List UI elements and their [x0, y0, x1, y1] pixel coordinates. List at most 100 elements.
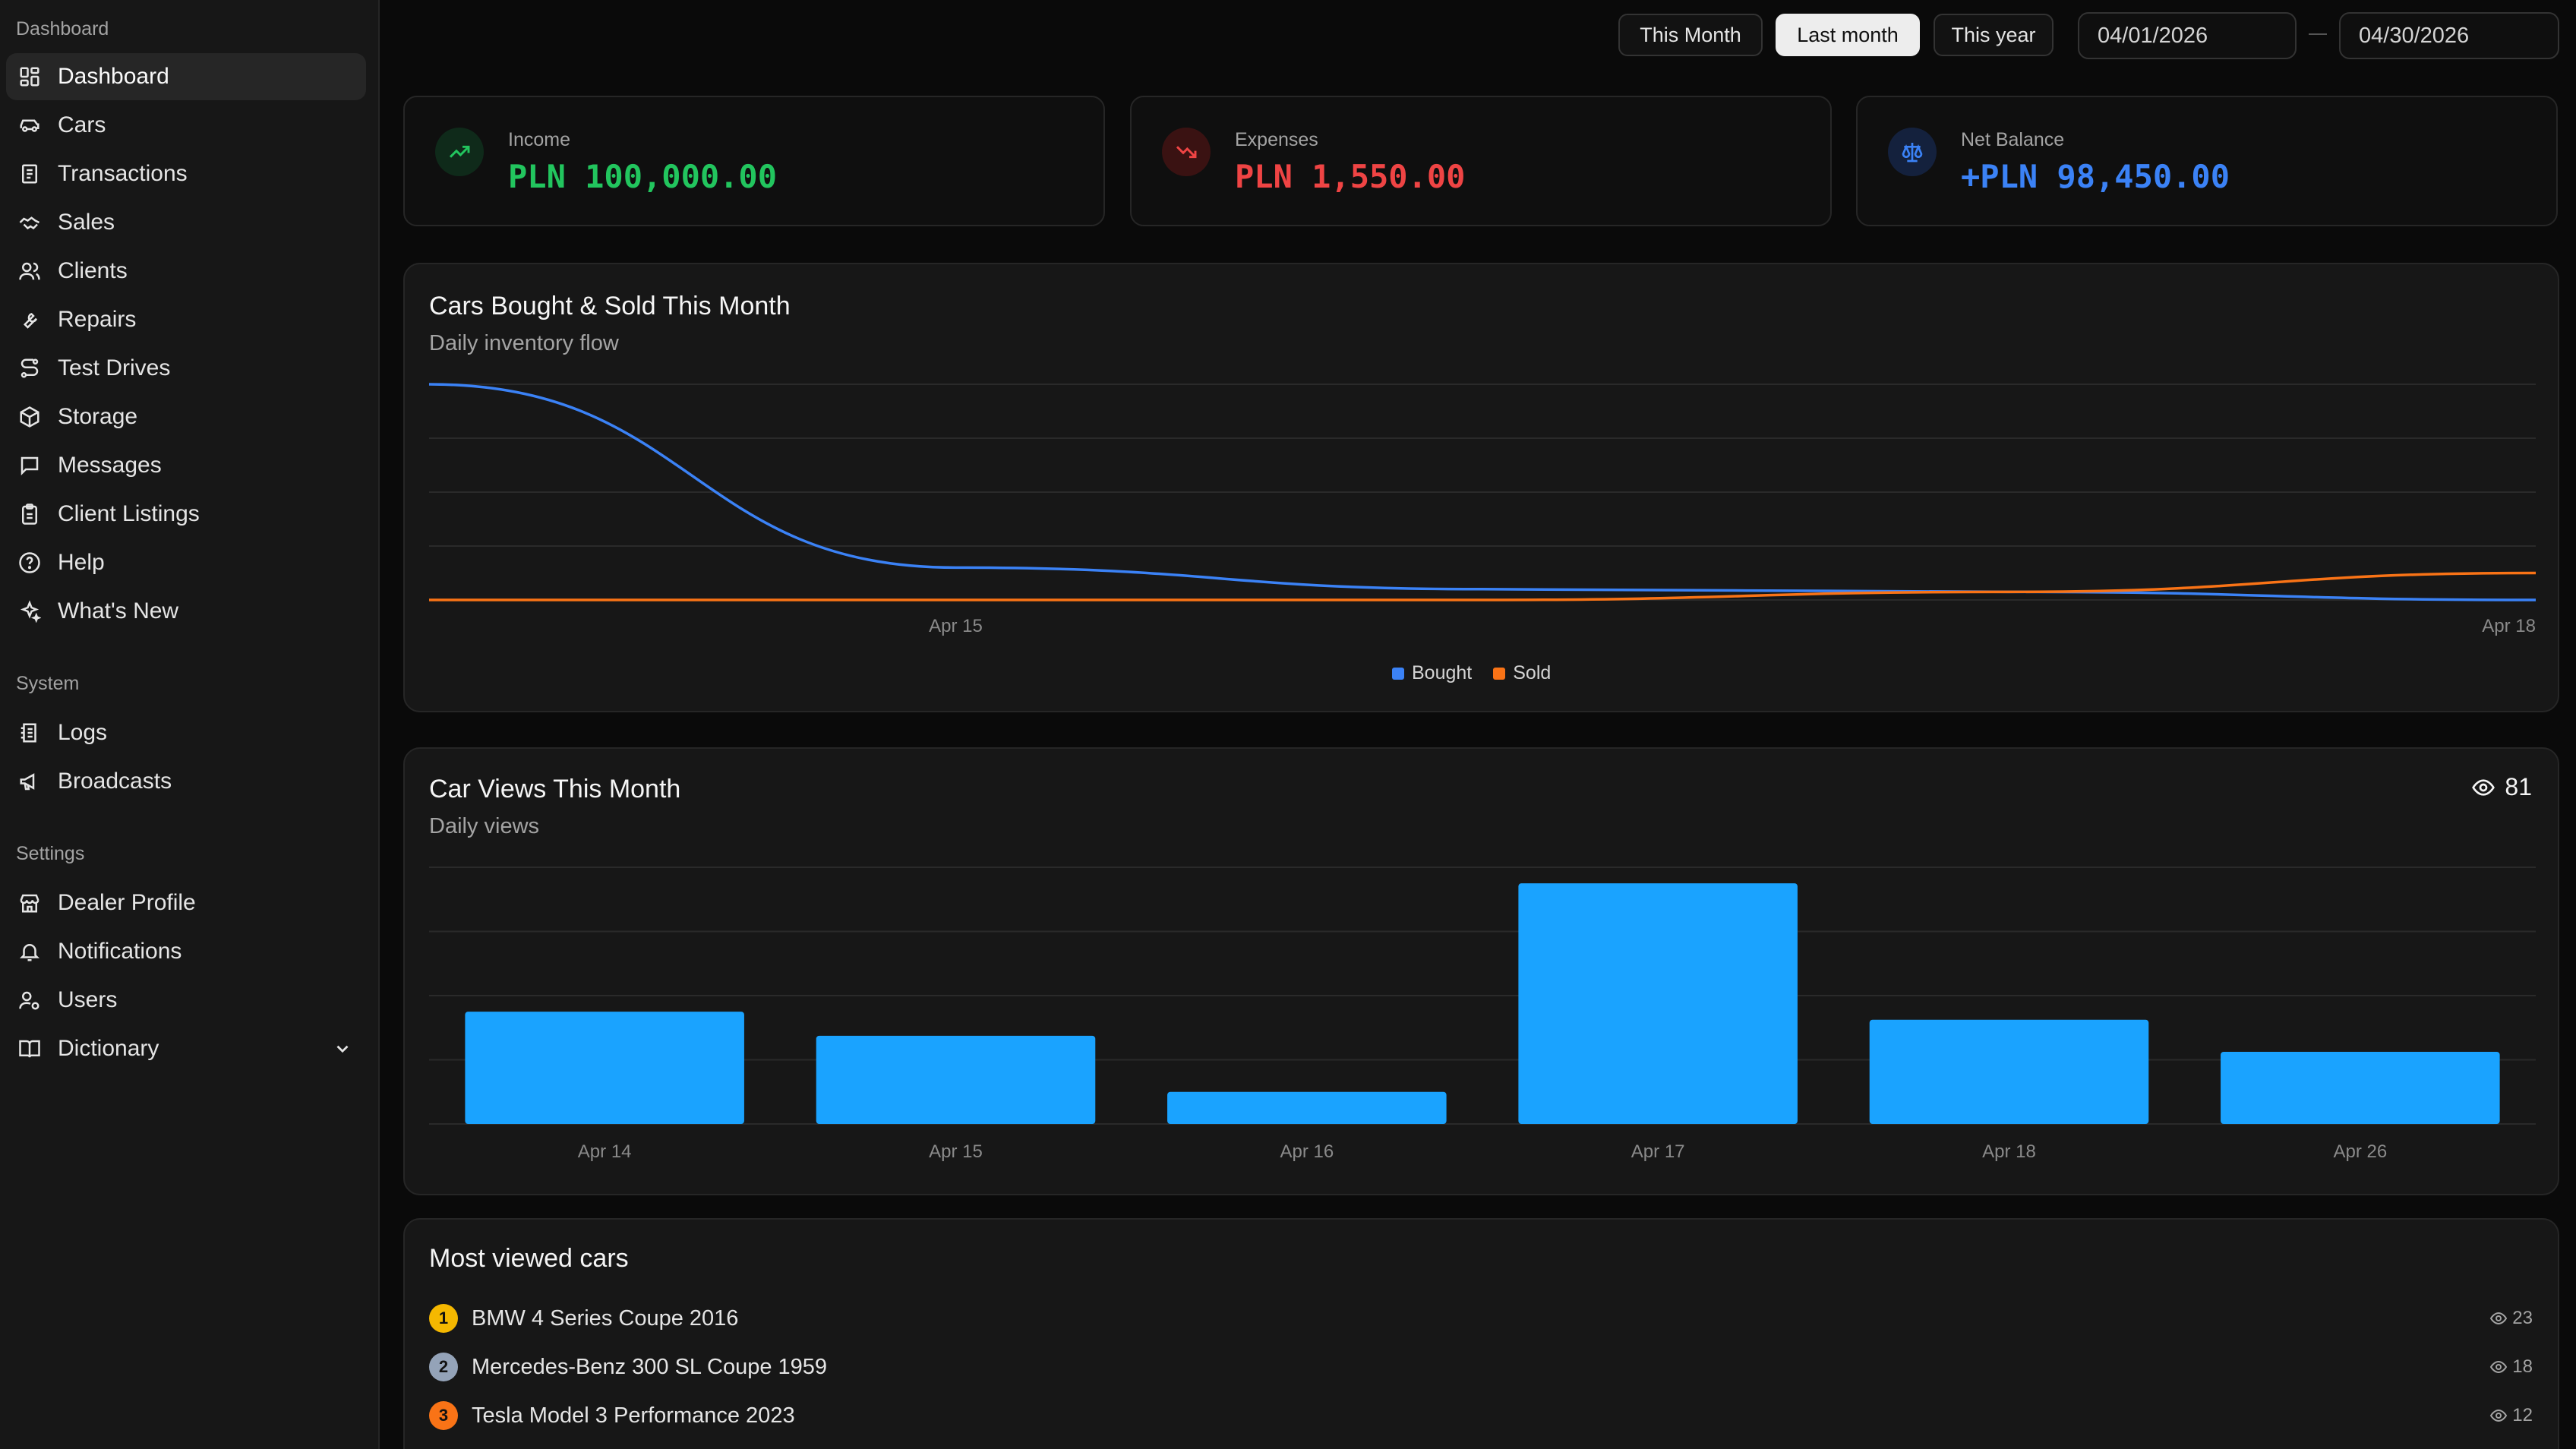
sidebar-item-label: Broadcasts: [58, 769, 172, 794]
book-icon: [19, 1040, 40, 1058]
car-views: 18: [2489, 1356, 2533, 1378]
car-views-subtitle: Daily views: [429, 814, 540, 838]
sidebar-item-notifications[interactable]: Notifications: [6, 928, 366, 975]
wrench-icon: [23, 313, 37, 329]
package-icon: [20, 406, 39, 428]
legend-swatch-sold: [1493, 667, 1506, 680]
legend-swatch-bought: [1392, 667, 1404, 680]
car-name: Tesla Model 3 Performance 2023: [472, 1403, 795, 1428]
grid-icon: [20, 67, 39, 87]
inventory-flow-panel: Cars Bought & Sold This Month Daily inve…: [403, 263, 2559, 712]
inventory-flow-subtitle: Daily inventory flow: [429, 331, 619, 355]
sidebar-item-help[interactable]: Help: [6, 539, 366, 586]
sidebar-item-label: Transactions: [58, 161, 188, 186]
car-views-count: 12: [2512, 1405, 2533, 1425]
car-views: 12: [2489, 1405, 2533, 1426]
sidebar-section-system: System: [16, 673, 80, 694]
help-circle-icon: [19, 552, 40, 573]
rank-badge: 1: [429, 1304, 458, 1333]
range-this-month-button[interactable]: This Month: [1618, 14, 1763, 56]
sidebar-item-label: Dealer Profile: [58, 890, 196, 915]
sidebar-item-dashboard[interactable]: Dashboard: [6, 53, 366, 100]
most-viewed-title: Most viewed cars: [429, 1244, 629, 1273]
sidebar-item-label: Dictionary: [58, 1036, 159, 1061]
sidebar-item-label: Client Listings: [58, 501, 200, 526]
car-views-title: Car Views This Month: [429, 775, 681, 803]
x-tick-label: Apr 18: [1982, 1141, 2036, 1162]
sidebar-item-sales[interactable]: Sales: [6, 199, 366, 246]
sparkles-icon: [20, 600, 41, 623]
bar[interactable]: [465, 1012, 744, 1124]
list-item[interactable]: 2 Mercedes-Benz 300 SL Coupe 1959 18: [429, 1349, 2533, 1385]
sidebar-item-dictionary[interactable]: Dictionary: [6, 1025, 366, 1072]
list-item[interactable]: 3 Tesla Model 3 Performance 2023 12: [429, 1397, 2533, 1434]
sidebar-item-cars[interactable]: Cars: [6, 102, 366, 149]
total-views-badge: 81: [2471, 773, 2532, 801]
sidebar-section-dashboard: Dashboard: [16, 18, 109, 39]
bar[interactable]: [816, 1035, 1096, 1124]
series-line-bought: [428, 383, 2537, 601]
inventory-flow-legend: Bought Sold: [1392, 662, 1551, 684]
route-icon: [21, 358, 39, 378]
list-item[interactable]: 1 BMW 4 Series Coupe 2016 23: [429, 1300, 2533, 1337]
series-line-sold: [429, 571, 2537, 601]
sidebar-item-whats-new[interactable]: What's New: [6, 588, 366, 635]
sidebar-item-label: Test Drives: [58, 355, 171, 380]
sidebar-item-client-listings[interactable]: Client Listings: [6, 491, 366, 538]
expenses-label: Expenses: [1235, 129, 1318, 150]
car-icon: [20, 119, 39, 132]
eye-icon: [2472, 778, 2496, 796]
sidebar-item-label: Repairs: [58, 307, 137, 332]
legend-label-bought: Bought: [1412, 662, 1473, 683]
sidebar-item-repairs[interactable]: Repairs: [6, 296, 366, 343]
income-card: Income PLN 100,000.00: [403, 96, 1105, 226]
sidebar-item-logs[interactable]: Logs: [6, 709, 366, 756]
sidebar-item-transactions[interactable]: Transactions: [6, 150, 366, 197]
sidebar-item-label: Dashboard: [58, 64, 169, 89]
sidebar-item-label: Notifications: [58, 939, 182, 964]
x-tick-label: Apr 26: [2333, 1141, 2387, 1162]
chevron-down-icon[interactable]: [333, 1039, 352, 1059]
sidebar-item-clients[interactable]: Clients: [6, 248, 366, 295]
sidebar: Dashboard Dashboard Cars Transactions Sa…: [0, 0, 380, 1449]
date-to-input[interactable]: 04/30/2026: [2339, 12, 2559, 59]
bar[interactable]: [1518, 883, 1798, 1124]
x-tick-label: Apr 18: [2482, 616, 2536, 636]
sidebar-item-test-drives[interactable]: Test Drives: [6, 345, 366, 392]
sidebar-item-label: Sales: [58, 210, 115, 235]
bell-icon: [19, 944, 40, 961]
sidebar-item-label: What's New: [58, 598, 179, 623]
net-balance-value: +PLN 98,450.00: [1961, 158, 2230, 195]
sidebar-item-users[interactable]: Users: [6, 977, 366, 1024]
inventory-flow-title: Cars Bought & Sold This Month: [429, 292, 791, 320]
sidebar-item-broadcasts[interactable]: Broadcasts: [6, 758, 366, 805]
car-views-chart: Apr 14 Apr 15 Apr 16 Apr 17 Apr 18 Apr 26: [429, 867, 2536, 1162]
expenses-value: PLN 1,550.00: [1235, 158, 1466, 195]
legend-label-sold: Sold: [1513, 662, 1552, 683]
sidebar-item-storage[interactable]: Storage: [6, 393, 366, 440]
car-name: BMW 4 Series Coupe 2016: [472, 1305, 739, 1331]
sidebar-item-dealer-profile[interactable]: Dealer Profile: [6, 879, 366, 927]
sidebar-item-label: Cars: [58, 112, 106, 137]
sidebar-item-label: Clients: [58, 258, 128, 283]
rank-badge: 3: [429, 1401, 458, 1430]
bar[interactable]: [2221, 1051, 2500, 1124]
range-this-year-button[interactable]: This year: [1934, 14, 2054, 56]
expenses-card: Expenses PLN 1,550.00: [1130, 96, 1832, 226]
eye-icon: [2490, 1360, 2508, 1374]
sidebar-item-label: Messages: [58, 453, 162, 478]
users-icon: [19, 262, 40, 280]
car-views-count: 18: [2512, 1356, 2533, 1377]
store-icon: [20, 894, 39, 913]
x-tick-label: Apr 17: [1631, 1141, 1685, 1162]
range-last-month-button[interactable]: Last month: [1776, 14, 1920, 56]
sidebar-item-label: Storage: [58, 404, 138, 429]
sidebar-item-messages[interactable]: Messages: [6, 442, 366, 489]
most-viewed-panel: Most viewed cars 1 BMW 4 Series Coupe 20…: [403, 1218, 2559, 1449]
date-from-input[interactable]: 04/01/2026: [2078, 12, 2297, 59]
inventory-flow-chart: Apr 15 Apr 18: [428, 383, 2537, 636]
bar[interactable]: [1167, 1091, 1447, 1124]
bar[interactable]: [1869, 1019, 2149, 1124]
sidebar-item-label: Help: [58, 550, 105, 575]
